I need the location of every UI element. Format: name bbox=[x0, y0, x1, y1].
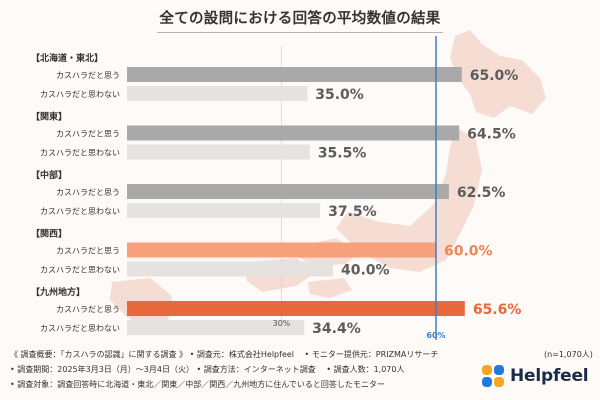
chart-title: 全ての設問における回答の平均数値の結果 bbox=[159, 11, 441, 27]
data-label: 35.5% bbox=[318, 146, 367, 162]
helpfeel-logo: Helpfeel bbox=[481, 364, 589, 388]
category-label: カスハラだと思う bbox=[56, 247, 120, 256]
data-label: 65.0% bbox=[470, 68, 519, 84]
footnote-line-3: • 調査対象：調査回答時に北海道・東北／関東／中部／関西／九州地方に住んでいると… bbox=[10, 380, 385, 389]
title-underline bbox=[157, 32, 443, 33]
category-label: カスハラだと思う bbox=[56, 130, 120, 139]
data-label: 34.4% bbox=[312, 321, 361, 337]
footnote-line-1: 《 調査概要：「カスハラの認識」に関する調査 》 • 調査元：株式会社Helpf… bbox=[10, 350, 439, 359]
bar bbox=[127, 144, 310, 160]
group-label: 【関東】 bbox=[31, 111, 67, 123]
category-label: カスハラだと思う bbox=[56, 305, 120, 314]
data-label: 40.0% bbox=[341, 263, 390, 279]
data-label: 64.5% bbox=[467, 127, 516, 143]
category-label: カスハラだと思う bbox=[56, 188, 120, 197]
helpfeel-logo-icon bbox=[482, 365, 504, 387]
category-label: カスハラだと思わない bbox=[40, 324, 120, 333]
map-region bbox=[336, 128, 482, 272]
bar bbox=[127, 86, 308, 101]
data-label: 62.5% bbox=[457, 185, 506, 201]
bar bbox=[127, 184, 449, 199]
group-label: 【北海道・東北】 bbox=[31, 52, 103, 64]
data-label: 60.0% bbox=[444, 244, 493, 260]
bar bbox=[127, 261, 333, 277]
data-label: 35.0% bbox=[315, 87, 364, 103]
bar bbox=[127, 203, 321, 218]
sample-size-note: (n=1,070人) bbox=[544, 350, 593, 359]
labels: 【北海道・東北】カスハラだと思う 65.0% カスハラだと思わない 35.0% 【関東】… bbox=[31, 52, 521, 340]
footnote-line-2: • 調査期間：2025年3月3日（月）～3月4日（火） • 調査方法：インターネ… bbox=[10, 365, 405, 374]
category-label: カスハラだと思わない bbox=[40, 266, 120, 275]
category-label: カスハラだと思う bbox=[56, 71, 120, 80]
group-label: 【中部】 bbox=[31, 169, 67, 181]
map-region bbox=[450, 30, 546, 118]
group-label: 【関西】 bbox=[31, 229, 67, 240]
bar bbox=[127, 125, 460, 141]
reference-line-label: 60% bbox=[426, 331, 445, 340]
data-label: 37.5% bbox=[328, 204, 377, 220]
reference-line-label: 30% bbox=[273, 319, 291, 328]
category-label: カスハラだと思わない bbox=[40, 90, 120, 99]
bar bbox=[127, 320, 305, 335]
helpfeel-logo-text: Helpfeel bbox=[510, 366, 589, 386]
data-label: 65.6% bbox=[473, 302, 522, 318]
group-label: 【九州地方】 bbox=[31, 286, 85, 298]
category-label: カスハラだと思わない bbox=[40, 207, 120, 216]
map-region bbox=[308, 278, 352, 298]
bar bbox=[127, 242, 436, 258]
bar bbox=[127, 301, 465, 316]
bars bbox=[127, 36, 465, 340]
category-label: カスハラだと思わない bbox=[40, 149, 120, 158]
bar bbox=[127, 67, 462, 82]
